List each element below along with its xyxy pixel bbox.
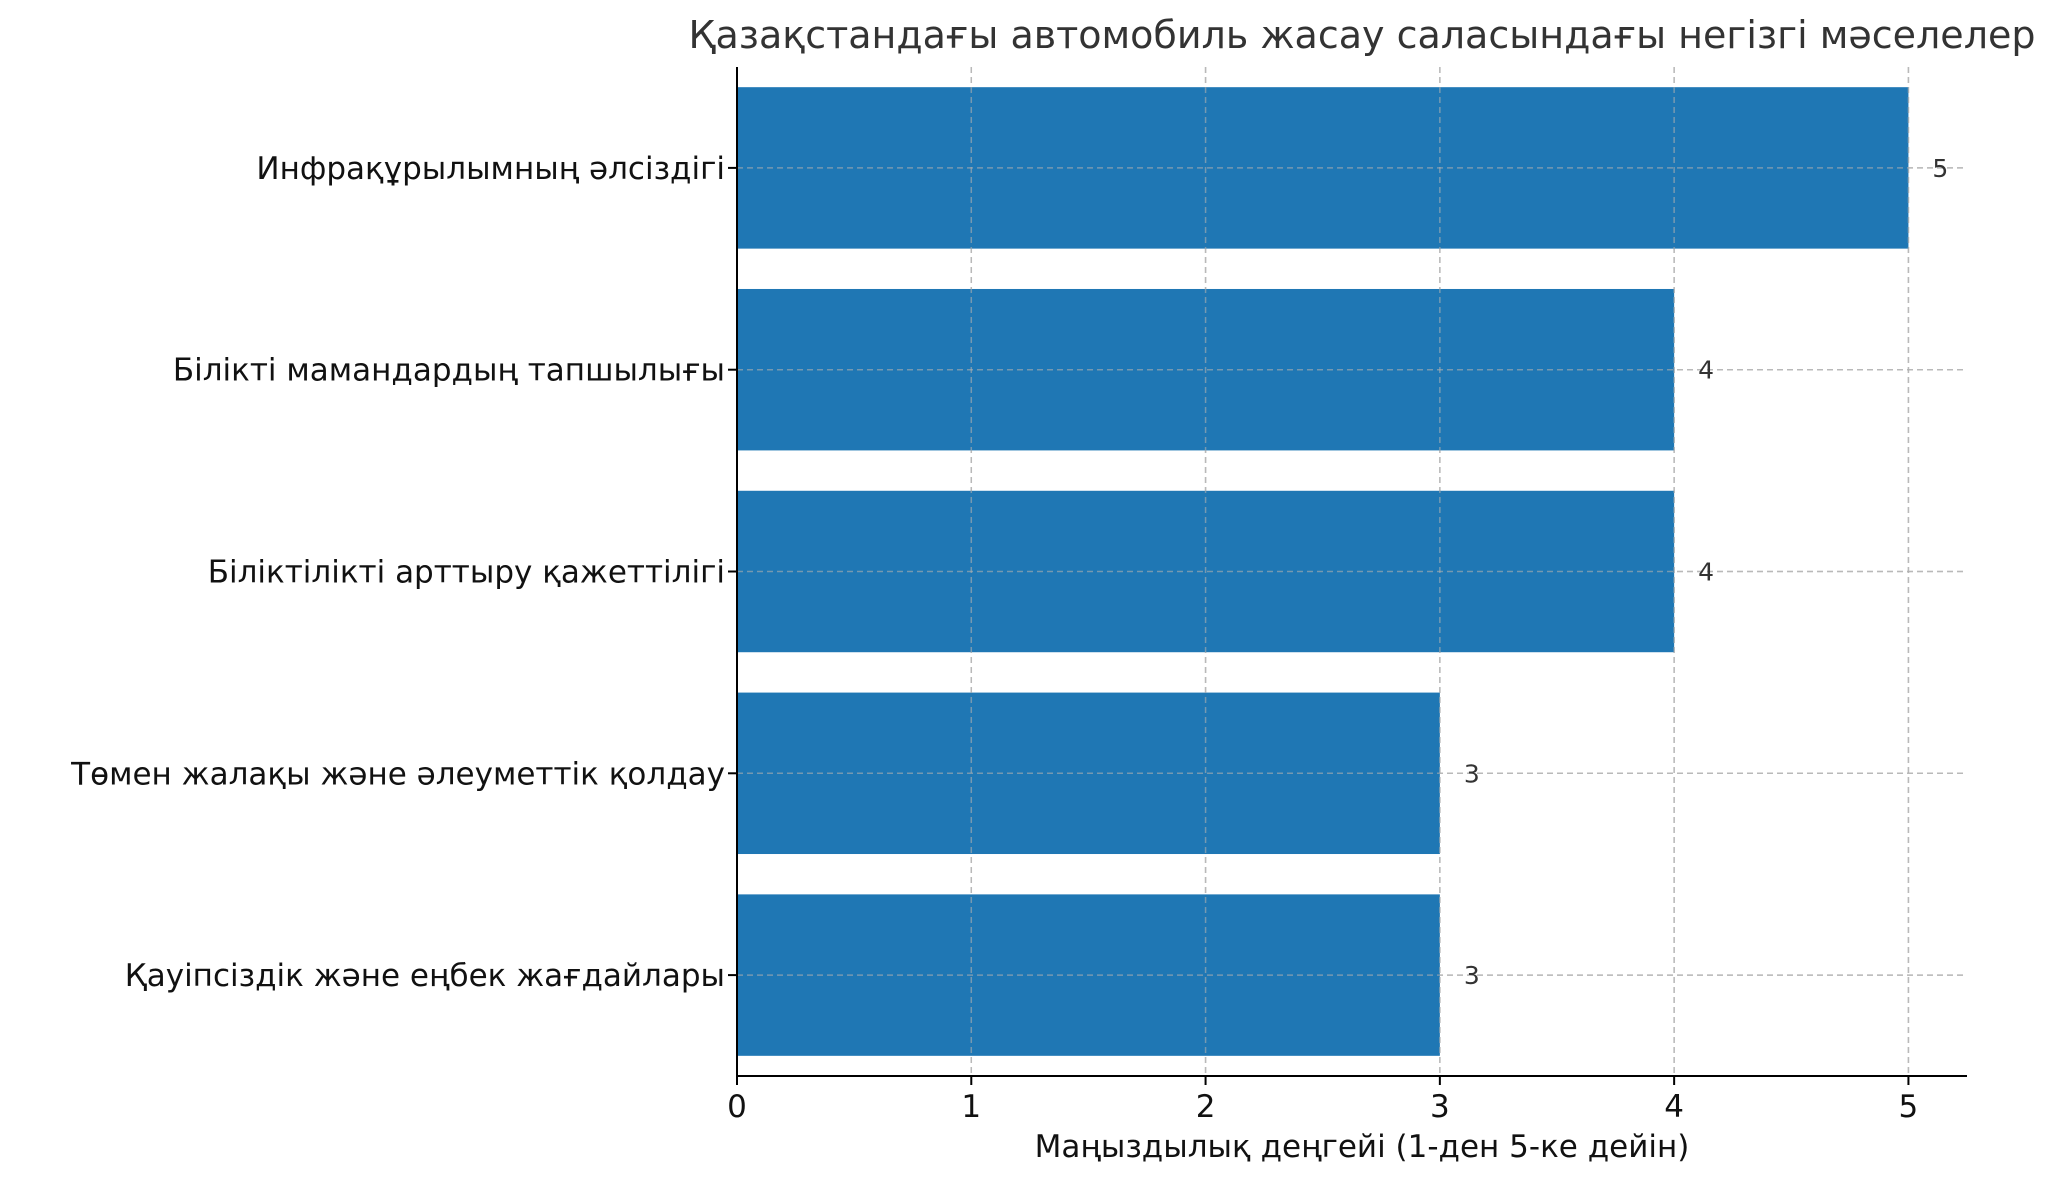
y-tick-label: Қауіпсіздік және еңбек жағдайлары xyxy=(125,958,725,994)
labels-layer: 0 1 2 3 4 5 Инфрақұрылымның әлсіздігі Білікті м… xyxy=(70,151,1948,1125)
data-label: 3 xyxy=(1464,759,1480,788)
data-label: 4 xyxy=(1698,356,1714,385)
x-tick-label: 2 xyxy=(1196,1089,1216,1125)
bars-layer xyxy=(737,67,1967,1076)
y-tick-label: Төмен жалақы және әлеуметтік қолдау xyxy=(70,756,725,792)
x-tick-label: 3 xyxy=(1430,1089,1450,1125)
x-tick-label: 1 xyxy=(961,1089,981,1125)
y-tick-label: Инфрақұрылымның әлсіздігі xyxy=(256,151,725,187)
y-tick-label: Біліктілікті арттыру қажеттілігі xyxy=(208,555,725,591)
x-tick-label: 5 xyxy=(1899,1089,1919,1125)
data-label: 3 xyxy=(1464,961,1480,990)
axes-layer xyxy=(728,67,1967,1085)
chart-title: Қазақстандағы автомобиль жасау саласында… xyxy=(689,13,2036,57)
y-tick-label: Білікті мамандардың тапшылығы xyxy=(173,353,725,389)
x-tick-label: 0 xyxy=(727,1089,747,1125)
x-tick-label: 4 xyxy=(1664,1089,1684,1125)
data-label: 4 xyxy=(1698,558,1714,587)
x-axis-label: Маңыздылық деңгейі (1-ден 5-ке дейін) xyxy=(1035,1129,1690,1165)
data-label: 5 xyxy=(1932,154,1948,183)
